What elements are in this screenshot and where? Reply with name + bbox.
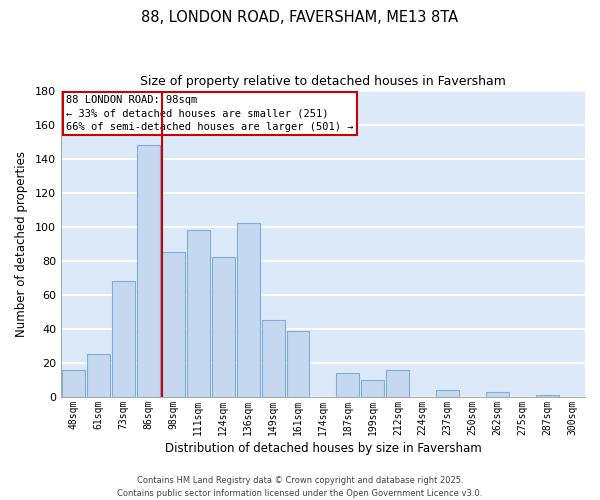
Bar xyxy=(536,396,559,397)
Bar xyxy=(62,370,85,397)
Bar xyxy=(137,145,160,397)
Text: Contains HM Land Registry data © Crown copyright and database right 2025.
Contai: Contains HM Land Registry data © Crown c… xyxy=(118,476,482,498)
Bar xyxy=(187,230,209,397)
Text: 88, LONDON ROAD, FAVERSHAM, ME13 8TA: 88, LONDON ROAD, FAVERSHAM, ME13 8TA xyxy=(142,10,458,25)
Bar xyxy=(486,392,509,397)
Title: Size of property relative to detached houses in Faversham: Size of property relative to detached ho… xyxy=(140,75,506,88)
Bar xyxy=(87,354,110,397)
Bar xyxy=(287,330,310,397)
Bar xyxy=(112,281,135,397)
Bar xyxy=(262,320,284,397)
Bar xyxy=(361,380,385,397)
Y-axis label: Number of detached properties: Number of detached properties xyxy=(15,151,28,337)
Bar xyxy=(386,370,409,397)
Bar xyxy=(337,373,359,397)
X-axis label: Distribution of detached houses by size in Faversham: Distribution of detached houses by size … xyxy=(164,442,481,455)
Bar xyxy=(236,224,260,397)
Text: 88 LONDON ROAD: 98sqm
← 33% of detached houses are smaller (251)
66% of semi-det: 88 LONDON ROAD: 98sqm ← 33% of detached … xyxy=(66,95,353,132)
Bar xyxy=(212,258,235,397)
Bar xyxy=(162,252,185,397)
Bar xyxy=(436,390,459,397)
